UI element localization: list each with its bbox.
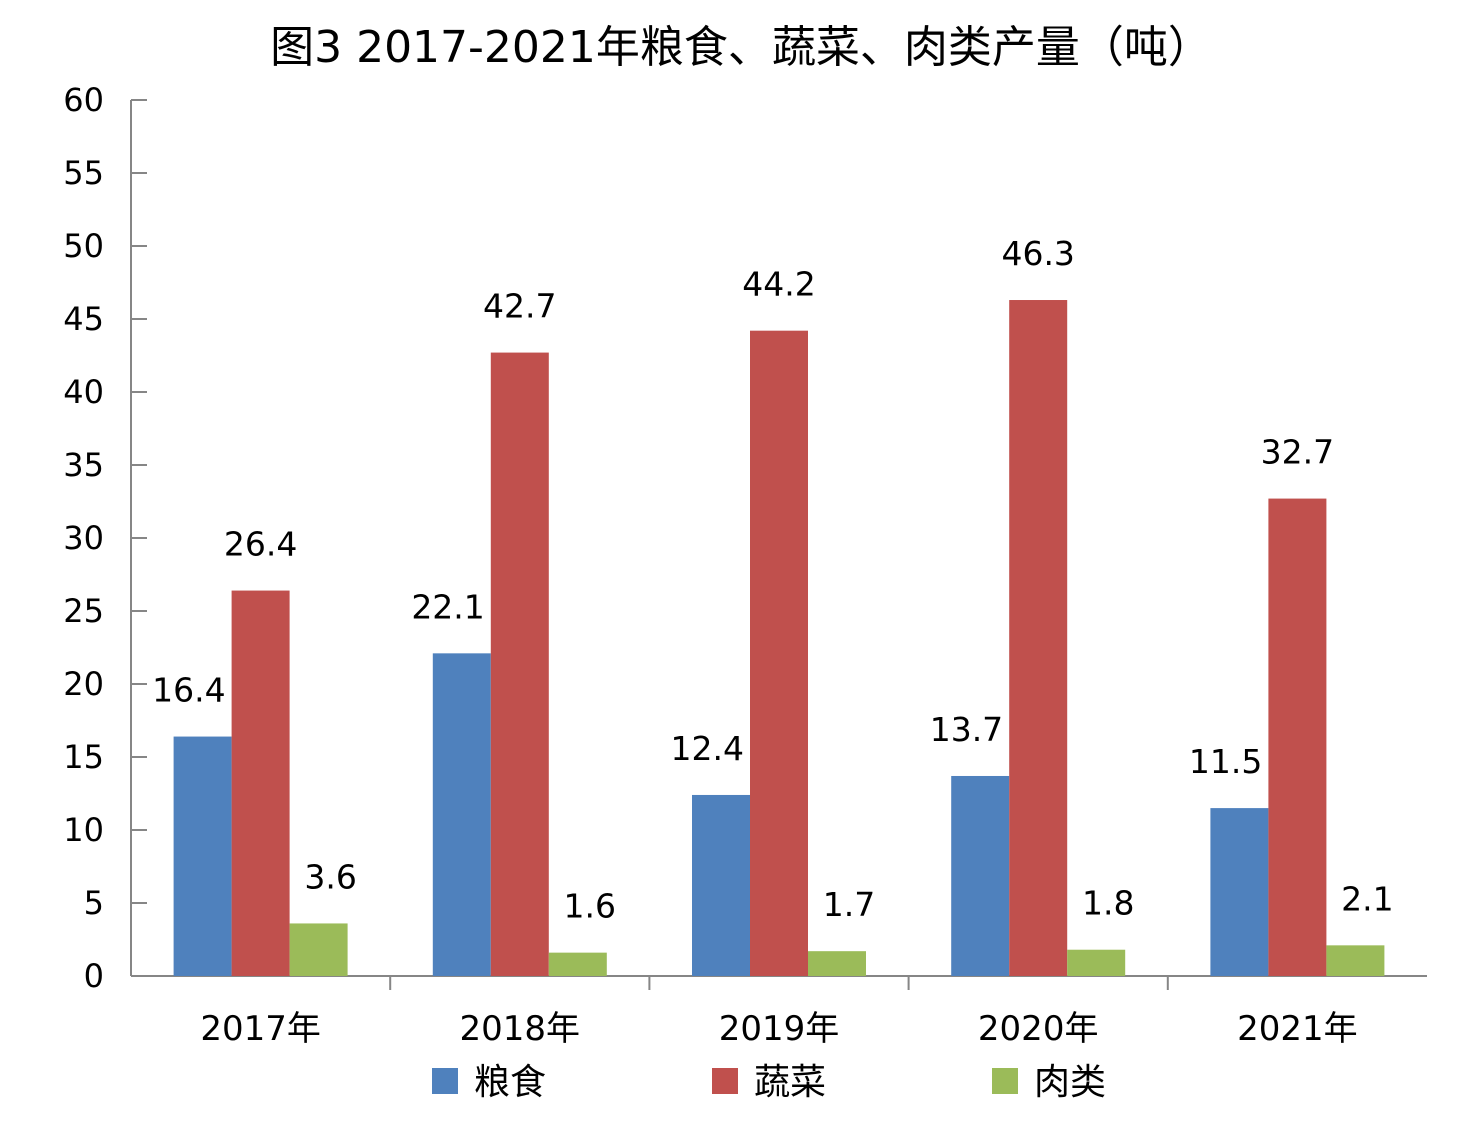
bar-肉类 — [289, 923, 348, 976]
bar-蔬菜 — [1009, 300, 1068, 976]
data-label: 32.7 — [1261, 433, 1334, 472]
data-label: 1.6 — [564, 887, 616, 926]
y-tick-label: 20 — [63, 665, 104, 703]
bar-粮食 — [692, 794, 750, 976]
x-category-label: 2019年 — [719, 1009, 840, 1049]
bar-肉类 — [1326, 945, 1385, 976]
y-tick-label: 50 — [63, 227, 104, 265]
data-label: 26.4 — [224, 525, 297, 564]
legend: 粮食 蔬菜 肉类 — [432, 1062, 1106, 1103]
legend-swatch — [992, 1068, 1018, 1094]
legend-label: 粮食 — [474, 1062, 546, 1103]
data-label: 12.4 — [671, 729, 744, 768]
data-label: 16.4 — [152, 671, 225, 710]
chart-title: 图3 2017-2021年粮食、蔬菜、肉类产量（吨） — [270, 22, 1212, 73]
bar-肉类 — [548, 952, 607, 976]
x-category-label: 2017年 — [200, 1009, 321, 1049]
y-tick-label: 55 — [63, 154, 104, 192]
data-label: 44.2 — [742, 265, 815, 304]
data-label: 1.8 — [1082, 884, 1134, 923]
data-label: 3.6 — [304, 857, 356, 896]
data-label: 1.7 — [823, 885, 875, 924]
legend-label: 蔬菜 — [754, 1062, 826, 1103]
data-labels: 16.4 26.4 3.6 22.1 42.7 1.6 12.4 44.2 1.7 13.7 46.… — [152, 234, 1394, 926]
data-label: 13.7 — [930, 710, 1003, 749]
bar-蔬菜 — [750, 330, 808, 976]
y-tick-label: 25 — [63, 592, 104, 630]
x-category-label: 2021年 — [1237, 1009, 1358, 1049]
bar-粮食 — [951, 775, 1010, 976]
bar-蔬菜 — [490, 352, 549, 977]
data-label: 22.1 — [411, 587, 484, 626]
y-tick-label: 5 — [84, 884, 104, 922]
bar-肉类 — [1067, 949, 1126, 976]
legend-swatch — [432, 1068, 458, 1094]
data-label: 11.5 — [1189, 742, 1262, 781]
data-label: 2.1 — [1341, 879, 1393, 918]
data-label: 46.3 — [1001, 234, 1074, 273]
bar-肉类 — [808, 951, 866, 976]
bar-粮食 — [432, 653, 491, 976]
axes: 0 5 10 15 20 25 30 35 40 45 50 55 60 2017年 2018年 2019年 2… — [63, 81, 1427, 1049]
bar-粮食 — [1210, 808, 1269, 976]
legend-swatch — [712, 1068, 738, 1094]
y-tick-label: 40 — [63, 373, 104, 411]
bar-蔬菜 — [1268, 498, 1327, 976]
legend-label: 肉类 — [1034, 1062, 1106, 1103]
bars — [173, 300, 1385, 977]
y-tick-label: 30 — [63, 519, 104, 557]
bar-蔬菜 — [231, 590, 290, 976]
y-tick-label: 35 — [63, 446, 104, 484]
bar-粮食 — [173, 736, 232, 976]
x-category-label: 2020年 — [978, 1009, 1099, 1049]
y-tick-label: 15 — [63, 738, 104, 776]
y-tick-label: 45 — [63, 300, 104, 338]
y-tick-label: 0 — [84, 957, 104, 995]
data-label: 42.7 — [483, 287, 556, 326]
x-category-label: 2018年 — [460, 1009, 581, 1049]
y-tick-label: 60 — [63, 81, 104, 119]
y-tick-label: 10 — [63, 811, 104, 849]
